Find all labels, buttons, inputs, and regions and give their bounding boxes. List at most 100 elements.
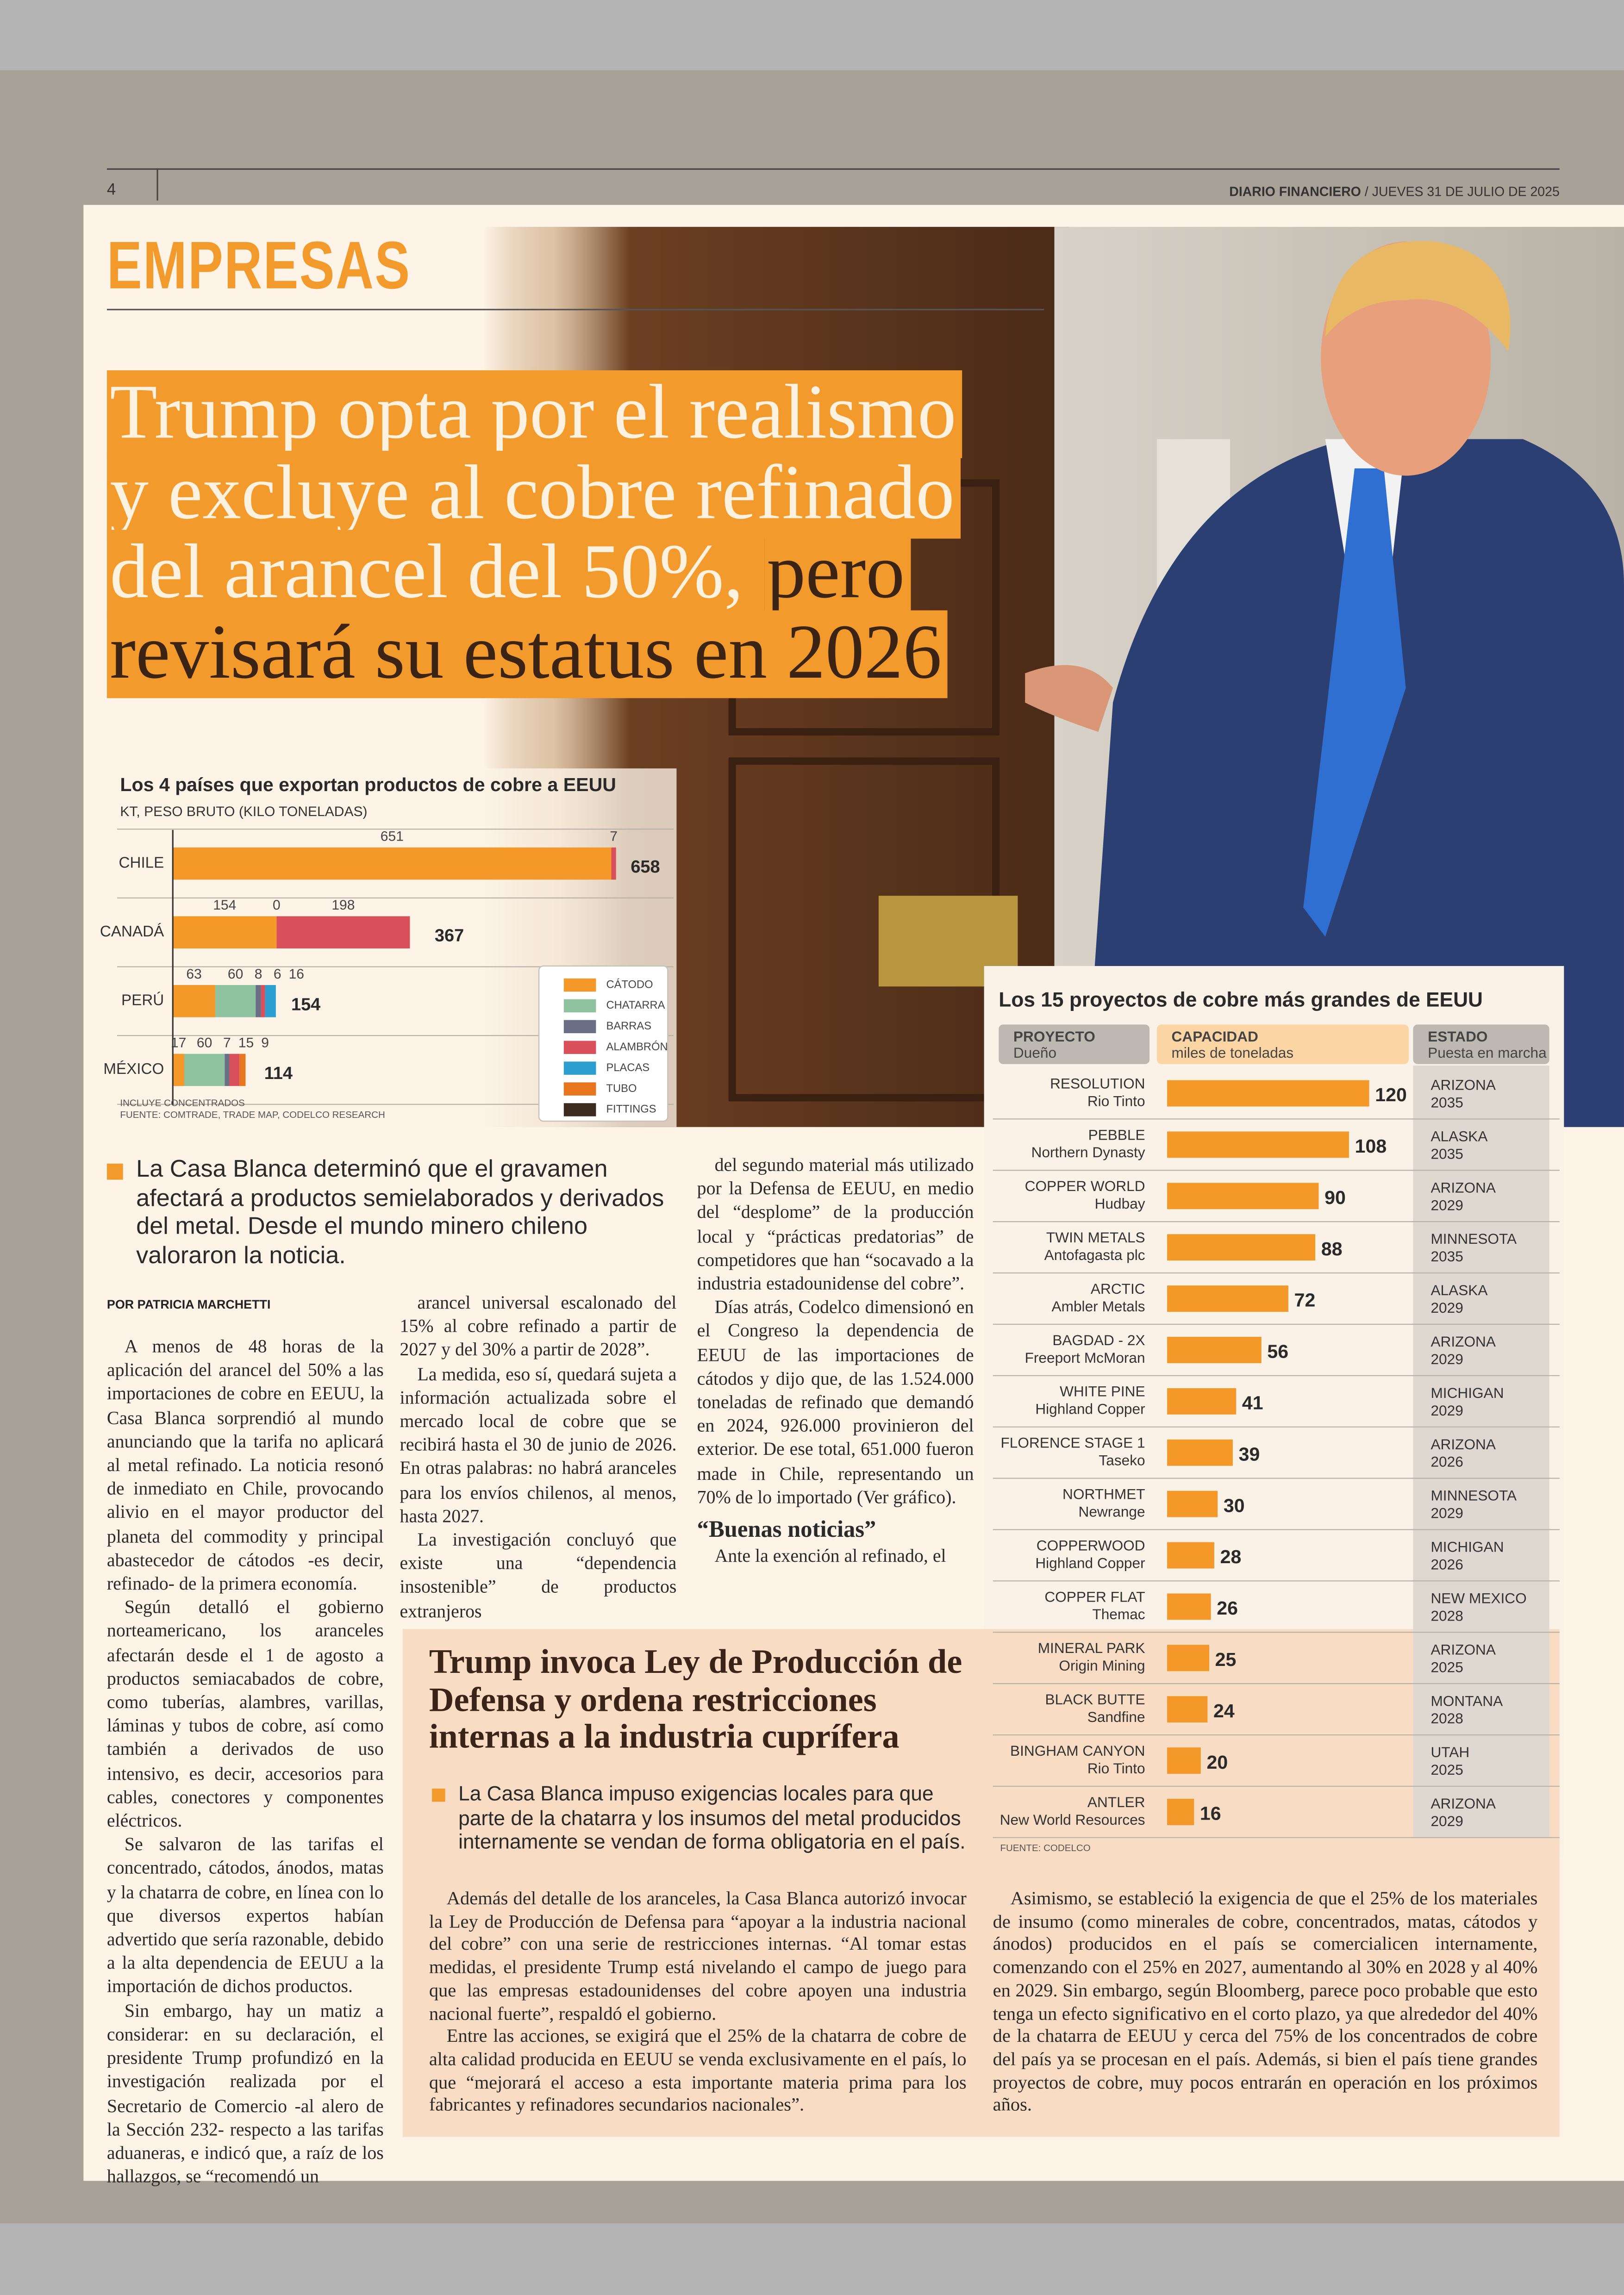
segment-label: 60 — [228, 967, 243, 982]
legend-swatch — [563, 978, 596, 992]
segment-label: 7 — [610, 829, 618, 844]
lead: La Casa Blanca determinó que el gravamen… — [136, 1156, 664, 1268]
year: 2029 — [1430, 1351, 1463, 1367]
segment-label: 16 — [289, 967, 304, 982]
headline-line: Trump opta por el realismo — [106, 370, 962, 458]
project-name: ANTLER — [1087, 1794, 1145, 1810]
year: 2029 — [1430, 1299, 1463, 1316]
state: ARIZONA — [1430, 1077, 1496, 1093]
project-name: BAGDAD - 2X — [1052, 1332, 1145, 1348]
state: MINNESOTA — [1430, 1487, 1517, 1504]
headline-text: revisará su estatus en 2026 — [106, 609, 948, 698]
project-name: COPPERWOOD — [1037, 1537, 1145, 1553]
scan-band — [0, 0, 1624, 70]
total-label: 154 — [291, 995, 320, 1014]
bar-segment — [173, 847, 612, 880]
project-name: ARCTIC — [1091, 1280, 1145, 1297]
category-label: PERÚ — [121, 992, 164, 1009]
state: ARIZONA — [1430, 1641, 1496, 1658]
paragraph: Entre las acciones, se exigirá que el 25… — [429, 2026, 967, 2116]
segment-label: 60 — [197, 1035, 212, 1050]
state: NEW MEXICO — [1430, 1590, 1526, 1606]
segment-label: 6 — [274, 967, 281, 982]
value-label: 25 — [1215, 1649, 1237, 1670]
value-label: 90 — [1324, 1187, 1346, 1208]
paragraph: Asimismo, se estableció la exigencia de … — [993, 1888, 1538, 2116]
chart-note: FUENTE: COMTRADE, TRADE MAP, CODELCO RES… — [120, 1110, 385, 1120]
bar — [1167, 1337, 1262, 1363]
sidebar-column: Además del detalle de los aranceles, la … — [429, 1888, 967, 2118]
byline: POR PATRICIA MARCHETTI — [106, 1297, 271, 1312]
bar — [1167, 1131, 1349, 1158]
chart-title: Los 4 países que exportan productos de c… — [120, 774, 616, 795]
column-header — [1156, 1024, 1409, 1064]
legend-swatch — [563, 999, 596, 1013]
bar — [1167, 1234, 1316, 1261]
segment-label: 9 — [261, 1035, 269, 1050]
chart-title: Los 15 proyectos de cobre más grandes de… — [999, 989, 1483, 1011]
project-name: NORTHMET — [1062, 1486, 1145, 1503]
value-label: 39 — [1239, 1443, 1260, 1465]
value-label: 120 — [1375, 1084, 1407, 1105]
project-owner: Rio Tinto — [1087, 1092, 1145, 1109]
year: 2025 — [1430, 1659, 1463, 1675]
body-column: arancel universal escalonado del 15% al … — [400, 1291, 677, 1623]
bar-segment — [229, 1054, 240, 1086]
project-name: TWIN METALS — [1046, 1229, 1145, 1246]
paragraph: Se salvaron de las tarifas el concentrad… — [106, 1834, 384, 1997]
segment-label: 8 — [255, 967, 262, 982]
scan-band — [0, 2223, 1624, 2295]
date: / JUEVES 31 DE JULIO DE 2025 — [1364, 184, 1560, 200]
value-label: 24 — [1213, 1700, 1235, 1721]
value-label: 41 — [1242, 1392, 1263, 1414]
project-owner: Northern Dynasty — [1031, 1144, 1145, 1160]
sidebar-lead: La Casa Blanca impuso exigencias locales… — [458, 1781, 966, 1853]
column-subtitle: Dueño — [1013, 1044, 1056, 1061]
segment-label: 15 — [238, 1035, 254, 1050]
segment-label: 63 — [186, 967, 201, 982]
header-rule — [106, 168, 1560, 170]
publication: DIARIO FINANCIERO — [1229, 184, 1361, 200]
project-owner: Highland Copper — [1035, 1554, 1145, 1571]
bar — [1167, 1183, 1319, 1210]
project-name: WHITE PINE — [1060, 1383, 1145, 1400]
headline-text: del arancel del 50%, — [106, 530, 764, 618]
bar — [1167, 1645, 1210, 1671]
bar-segment — [265, 985, 276, 1017]
legend-swatch — [563, 1041, 596, 1054]
subhead: “Buenas noticias” — [697, 1518, 876, 1543]
page-number: 4 — [106, 181, 116, 200]
value-label: 20 — [1206, 1752, 1228, 1773]
bar-segment — [256, 985, 261, 1017]
bar — [1167, 1696, 1208, 1723]
bar — [1167, 1593, 1211, 1620]
state: MONTANA — [1430, 1692, 1503, 1709]
legend-swatch — [563, 1061, 596, 1075]
year: 2029 — [1430, 1197, 1463, 1213]
legend-label: BARRAS — [606, 1020, 652, 1032]
category-label: CHILE — [119, 854, 164, 871]
total-label: 114 — [264, 1064, 293, 1083]
state: MICHIGAN — [1430, 1384, 1504, 1401]
headline-text: y excluye al cobre refinado — [106, 450, 961, 538]
chart-subtitle: KT, PESO BRUTO (KILO TONELADAS) — [120, 804, 367, 819]
project-name: PEBBLE — [1088, 1126, 1145, 1143]
body-column: del segundo material más utilizado por l… — [697, 1154, 974, 1568]
headline-text: Trump opta por el realismo — [106, 370, 962, 458]
value-label: 56 — [1267, 1341, 1288, 1362]
segment-label: 0 — [273, 898, 281, 913]
headline-line: y excluye al cobre refinado — [106, 450, 962, 538]
project-name: RESOLUTION — [1050, 1075, 1145, 1091]
chart-source: FUENTE: CODELCO — [1000, 1843, 1090, 1853]
column-title: PROYECTO — [1013, 1028, 1095, 1045]
body-column: A menos de 48 horas de la aplicación del… — [107, 1335, 384, 2189]
project-name: BINGHAM CANYON — [1010, 1742, 1145, 1759]
year: 2025 — [1430, 1761, 1463, 1778]
project-name: BLACK BUTTE — [1045, 1691, 1145, 1708]
bar-segment — [239, 1054, 246, 1086]
hair — [1325, 241, 1511, 351]
bar-segment — [215, 985, 256, 1017]
state: ALASKA — [1430, 1128, 1488, 1144]
bar — [1167, 1439, 1233, 1466]
